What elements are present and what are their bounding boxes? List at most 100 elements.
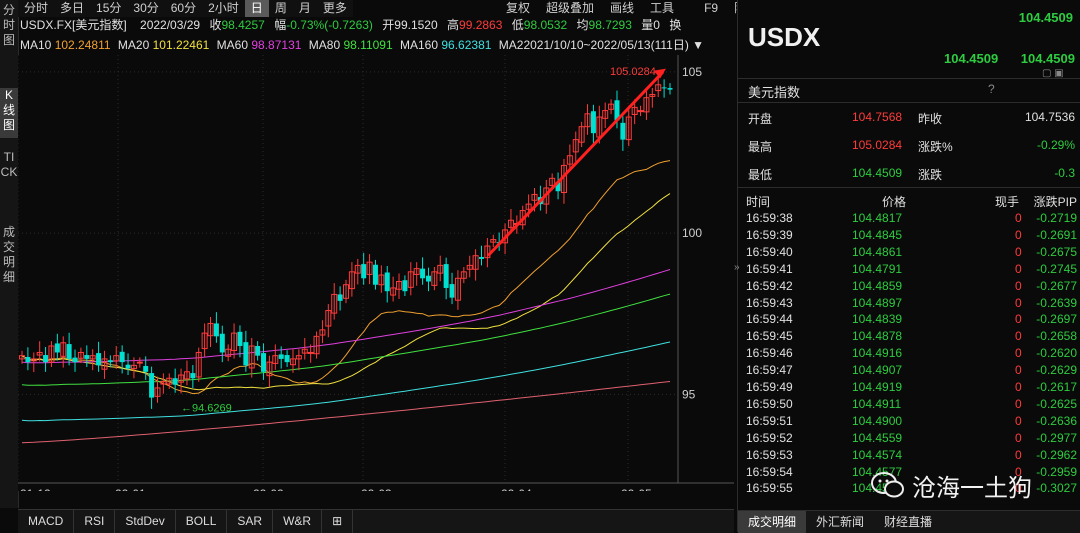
trade-vol: 0 — [1015, 211, 1022, 225]
chevron-down-icon[interactable]: ▼ — [692, 38, 705, 52]
trade-time: 16:59:41 — [746, 261, 793, 276]
tab-wr[interactable]: W&R — [273, 510, 323, 533]
turnover-label: 换 — [669, 18, 682, 32]
trade-time: 16:59:40 — [746, 244, 793, 259]
trade-row: 16:59:47 104.4907 0 -0.2629 — [738, 362, 1080, 379]
trade-pip: -0.2691 — [1036, 227, 1077, 242]
trade-row: 16:59:46 104.4916 0 -0.2620 — [738, 345, 1080, 362]
trade-row: 16:59:44 104.4839 0 -0.2697 — [738, 311, 1080, 328]
tab-live[interactable]: 财经直播 — [884, 515, 933, 529]
candle — [36, 351, 43, 356]
trade-vol: 0 — [1015, 396, 1022, 411]
candle — [125, 364, 131, 369]
period-day[interactable]: 日 — [244, 0, 269, 17]
collapse-panel-icon[interactable]: » — [734, 262, 740, 273]
trade-pip: -0.2959 — [1036, 464, 1077, 479]
wechat-icon — [871, 472, 904, 498]
trade-pip: -0.2639 — [1036, 295, 1077, 310]
tab-boll[interactable]: BOLL — [176, 510, 228, 533]
low-value: 104.4509 — [852, 166, 903, 180]
tab-timeshare[interactable]: 分时图 — [2, 3, 15, 47]
trade-row: 16:59:40 104.4861 0 -0.2675 — [738, 244, 1080, 261]
tab-sar[interactable]: SAR — [227, 510, 274, 533]
period-more[interactable]: 更多 — [322, 1, 347, 15]
candle — [378, 274, 385, 286]
trade-pip: -0.2658 — [1036, 329, 1077, 344]
candle — [48, 345, 55, 363]
trade-price: 104.4878 — [852, 329, 903, 344]
candle — [425, 275, 431, 282]
candle — [207, 322, 214, 337]
y-tick-label: 105 — [682, 65, 702, 79]
ma-line-long — [21, 381, 671, 444]
trade-time: 16:59:55 — [746, 481, 793, 496]
help-icon[interactable]: ? — [988, 82, 995, 96]
candle — [348, 271, 355, 290]
period-30min[interactable]: 30分 — [133, 1, 159, 15]
wechat-watermark: 沧海一土狗 — [870, 466, 1080, 504]
trade-time: 16:59:43 — [746, 295, 793, 310]
candle — [278, 354, 284, 359]
overlay-button[interactable]: 超级叠加 — [546, 1, 595, 15]
left-view-tabs: 分时图 K线图 TICK 成交明细 — [0, 0, 19, 508]
candle — [602, 110, 609, 119]
high-value: 99.2863 — [459, 18, 503, 32]
candle — [549, 177, 556, 186]
candle — [649, 93, 656, 97]
candle — [331, 293, 338, 314]
candle — [643, 97, 650, 113]
trade-pip: -0.2977 — [1036, 430, 1077, 445]
tab-trade-detail[interactable]: 成交明细 — [2, 225, 15, 284]
candle — [30, 358, 37, 362]
period-15min[interactable]: 15分 — [96, 1, 122, 15]
candle — [183, 371, 190, 380]
trade-pip: -0.3027 — [1036, 481, 1077, 496]
trade-price: 104.4861 — [852, 244, 903, 259]
period-month[interactable]: 月 — [298, 1, 311, 15]
period-week[interactable]: 周 — [274, 1, 287, 15]
open-value: 104.7568 — [852, 110, 903, 124]
candle — [54, 343, 60, 353]
candle — [584, 113, 591, 128]
tab-fx-news[interactable]: 外汇新闻 — [816, 515, 865, 529]
period-60min[interactable]: 60分 — [170, 1, 197, 15]
tab-tick[interactable]: TICK — [0, 150, 18, 179]
period-timeshare[interactable]: 分时 — [24, 1, 49, 15]
tools-button[interactable]: 工具 — [650, 1, 675, 15]
x-tick-label: 22-03 — [361, 487, 392, 491]
x-tick-label: 21-12 — [20, 487, 51, 491]
trade-pip: -0.2620 — [1036, 346, 1077, 361]
bid-price: 104.4509 — [944, 51, 999, 66]
f9-button[interactable]: F9 — [704, 1, 719, 15]
tab-stddev[interactable]: StdDev — [115, 510, 176, 533]
trade-time: 16:59:38 — [746, 211, 793, 225]
x-tick-label: 22-04 — [501, 487, 532, 491]
tab-rsi[interactable]: RSI — [74, 510, 116, 533]
candle — [460, 271, 467, 279]
adjust-button[interactable]: 复权 — [506, 1, 531, 15]
candle — [166, 377, 173, 385]
tab-kline[interactable]: K线图 — [0, 88, 18, 138]
draw-line-button[interactable]: 画线 — [610, 1, 635, 15]
layout-icon[interactable]: ▢ ▣ — [1042, 68, 1064, 79]
period-2hour[interactable]: 2小时 — [208, 1, 239, 15]
quote-price: 104.4509 — [1018, 10, 1073, 25]
kline-chart[interactable]: 105.0284 ←94.6269 105 100 95 21-12 22-01 22-0… — [18, 55, 734, 491]
tab-trade-detail-panel[interactable]: 成交明细 — [738, 511, 807, 533]
trade-time: 16:59:44 — [746, 312, 793, 327]
trade-row: 16:59:43 104.4897 0 -0.2639 — [738, 295, 1080, 312]
period-multiday[interactable]: 多日 — [60, 1, 85, 15]
date-range: MA22021/10/10~2022/05/13(111日) — [498, 38, 689, 52]
prev-close-label: 昨收 — [918, 112, 943, 126]
candle — [225, 348, 232, 357]
tab-macd[interactable]: MACD — [18, 510, 75, 533]
high-value: 105.0284 — [852, 138, 903, 152]
candle — [136, 361, 143, 364]
candle — [307, 351, 314, 354]
candle — [472, 255, 479, 270]
quote-panel: USDX 104.4509 104.4509 104.4509 ▢ ▣ 美元指数… — [737, 0, 1080, 533]
trade-time: 16:59:39 — [746, 227, 793, 242]
trade-row: 16:59:41 104.4791 0 -0.2745 — [738, 261, 1080, 278]
add-indicator-icon[interactable]: ⊞ — [322, 510, 354, 533]
ma160-name: MA160 — [400, 38, 439, 52]
